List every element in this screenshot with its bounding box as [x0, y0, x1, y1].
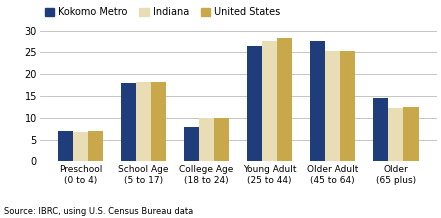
Bar [373, 98, 388, 161]
Bar [404, 107, 419, 161]
Bar [388, 108, 404, 161]
Bar [88, 131, 103, 161]
Bar [73, 132, 88, 161]
Bar [214, 118, 229, 161]
Bar [340, 51, 355, 161]
Legend: Kokomo Metro, Indiana, United States: Kokomo Metro, Indiana, United States [45, 7, 280, 17]
Bar [247, 46, 262, 161]
Bar [184, 127, 199, 161]
Text: Source: IBRC, using U.S. Census Bureau data: Source: IBRC, using U.S. Census Bureau d… [4, 207, 194, 216]
Bar [199, 118, 214, 161]
Bar [310, 41, 325, 161]
Bar [277, 38, 292, 161]
Bar [151, 82, 166, 161]
Bar [121, 83, 136, 161]
Bar [136, 82, 151, 161]
Bar [58, 131, 73, 161]
Bar [262, 41, 277, 161]
Bar [325, 51, 340, 161]
